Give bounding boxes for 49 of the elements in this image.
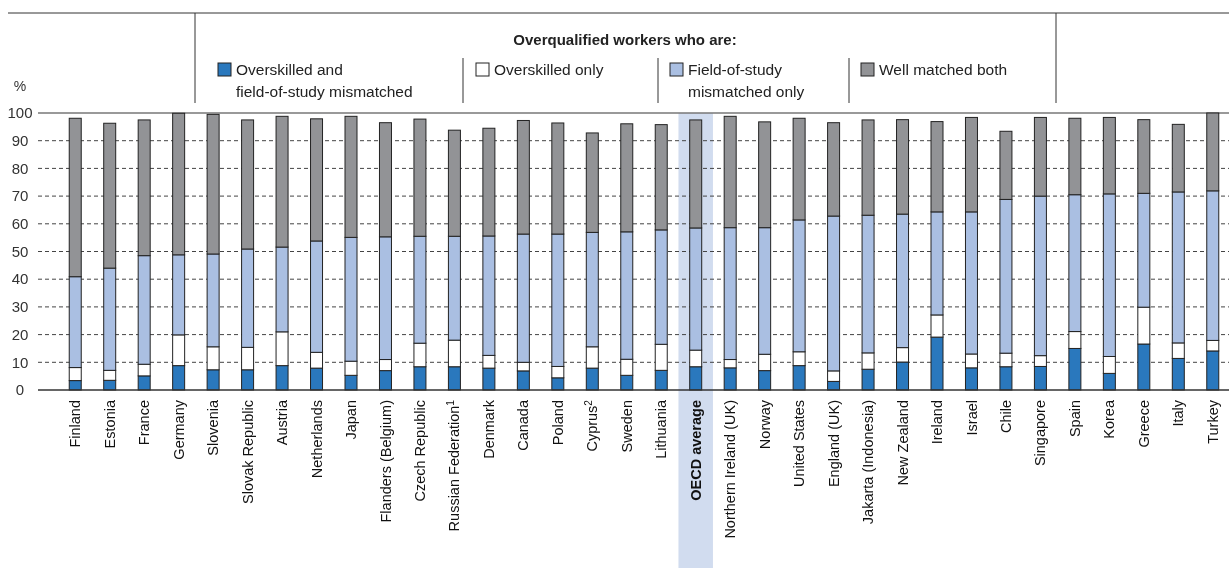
- x-tick-label: Slovenia: [205, 399, 222, 456]
- y-tick-label: 40: [11, 270, 29, 288]
- x-tick-label: Israel: [963, 400, 980, 436]
- x-tick-label: Norway: [756, 399, 773, 450]
- y-tick-label: 0: [15, 381, 25, 399]
- x-tick-label: Italy: [1170, 399, 1187, 427]
- x-tick-label: Flanders (Belgium): [377, 400, 394, 523]
- x-tick-label: Sweden: [618, 400, 635, 453]
- x-tick-label: Greece: [1135, 400, 1152, 448]
- legend-label: Field-of-study mismatched only: [688, 61, 805, 100]
- x-tick-label: France: [136, 400, 153, 446]
- legend-title: Overqualified workers who are:: [513, 31, 737, 48]
- x-tick-label: Denmark: [480, 399, 497, 459]
- x-tick-label: Turkey: [1204, 399, 1221, 444]
- x-tick-label: Ireland: [929, 400, 946, 445]
- legend-label: Overskilled and field-of-study mismatched: [236, 61, 413, 100]
- x-tick-label: Spain: [1066, 400, 1083, 438]
- x-tick-label: Slovak Republic: [239, 400, 256, 504]
- x-tick-label: Northern Ireland (UK): [722, 400, 739, 539]
- y-tick-label: 70: [11, 187, 29, 205]
- y-tick-label: 80: [11, 159, 29, 177]
- y-tick-label: 30: [11, 298, 29, 316]
- x-tick-label: Japan: [343, 400, 360, 440]
- legend-label: Overskilled only: [494, 61, 604, 78]
- y-tick-label: 50: [11, 242, 29, 260]
- x-tick-label: Germany: [170, 399, 187, 460]
- x-tick-label: Estonia: [101, 399, 118, 449]
- x-tick-label: OECD average: [687, 400, 704, 501]
- legend-label: Well matched both: [879, 61, 1008, 78]
- y-tick-label: 10: [11, 353, 29, 371]
- x-tick-label: New Zealand: [894, 400, 911, 486]
- y-tick-label: 20: [11, 325, 29, 343]
- x-tick-label: Canada: [515, 399, 532, 451]
- x-tick-label: Chile: [998, 400, 1015, 434]
- x-tick-label: Austria: [274, 399, 291, 446]
- x-tick-label: Jakarta (Indonesia): [860, 400, 877, 525]
- y-tick-label: 100: [7, 104, 33, 122]
- x-tick-label: United States: [791, 400, 808, 488]
- x-tick-label: Singapore: [1032, 400, 1049, 467]
- y-tick-label: 60: [11, 215, 29, 233]
- x-tick-label: England (UK): [825, 400, 842, 488]
- x-tick-label: Lithuania: [653, 399, 670, 459]
- y-tick-label: 90: [11, 131, 29, 149]
- x-tick-label: Poland: [549, 400, 566, 446]
- x-tick-label: Czech Republic: [412, 400, 429, 502]
- x-tick-label: Netherlands: [308, 400, 325, 479]
- y-axis-title: %: [13, 78, 27, 94]
- x-tick-label: Korea: [1101, 399, 1118, 439]
- x-tick-label: Finland: [67, 400, 84, 448]
